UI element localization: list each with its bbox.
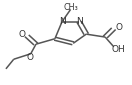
Text: OH: OH: [112, 45, 126, 54]
Text: N: N: [59, 17, 65, 26]
Text: O: O: [27, 53, 34, 62]
Text: O: O: [18, 31, 25, 39]
Text: N: N: [76, 17, 82, 26]
Text: CH₃: CH₃: [63, 3, 78, 12]
Text: O: O: [115, 23, 122, 32]
